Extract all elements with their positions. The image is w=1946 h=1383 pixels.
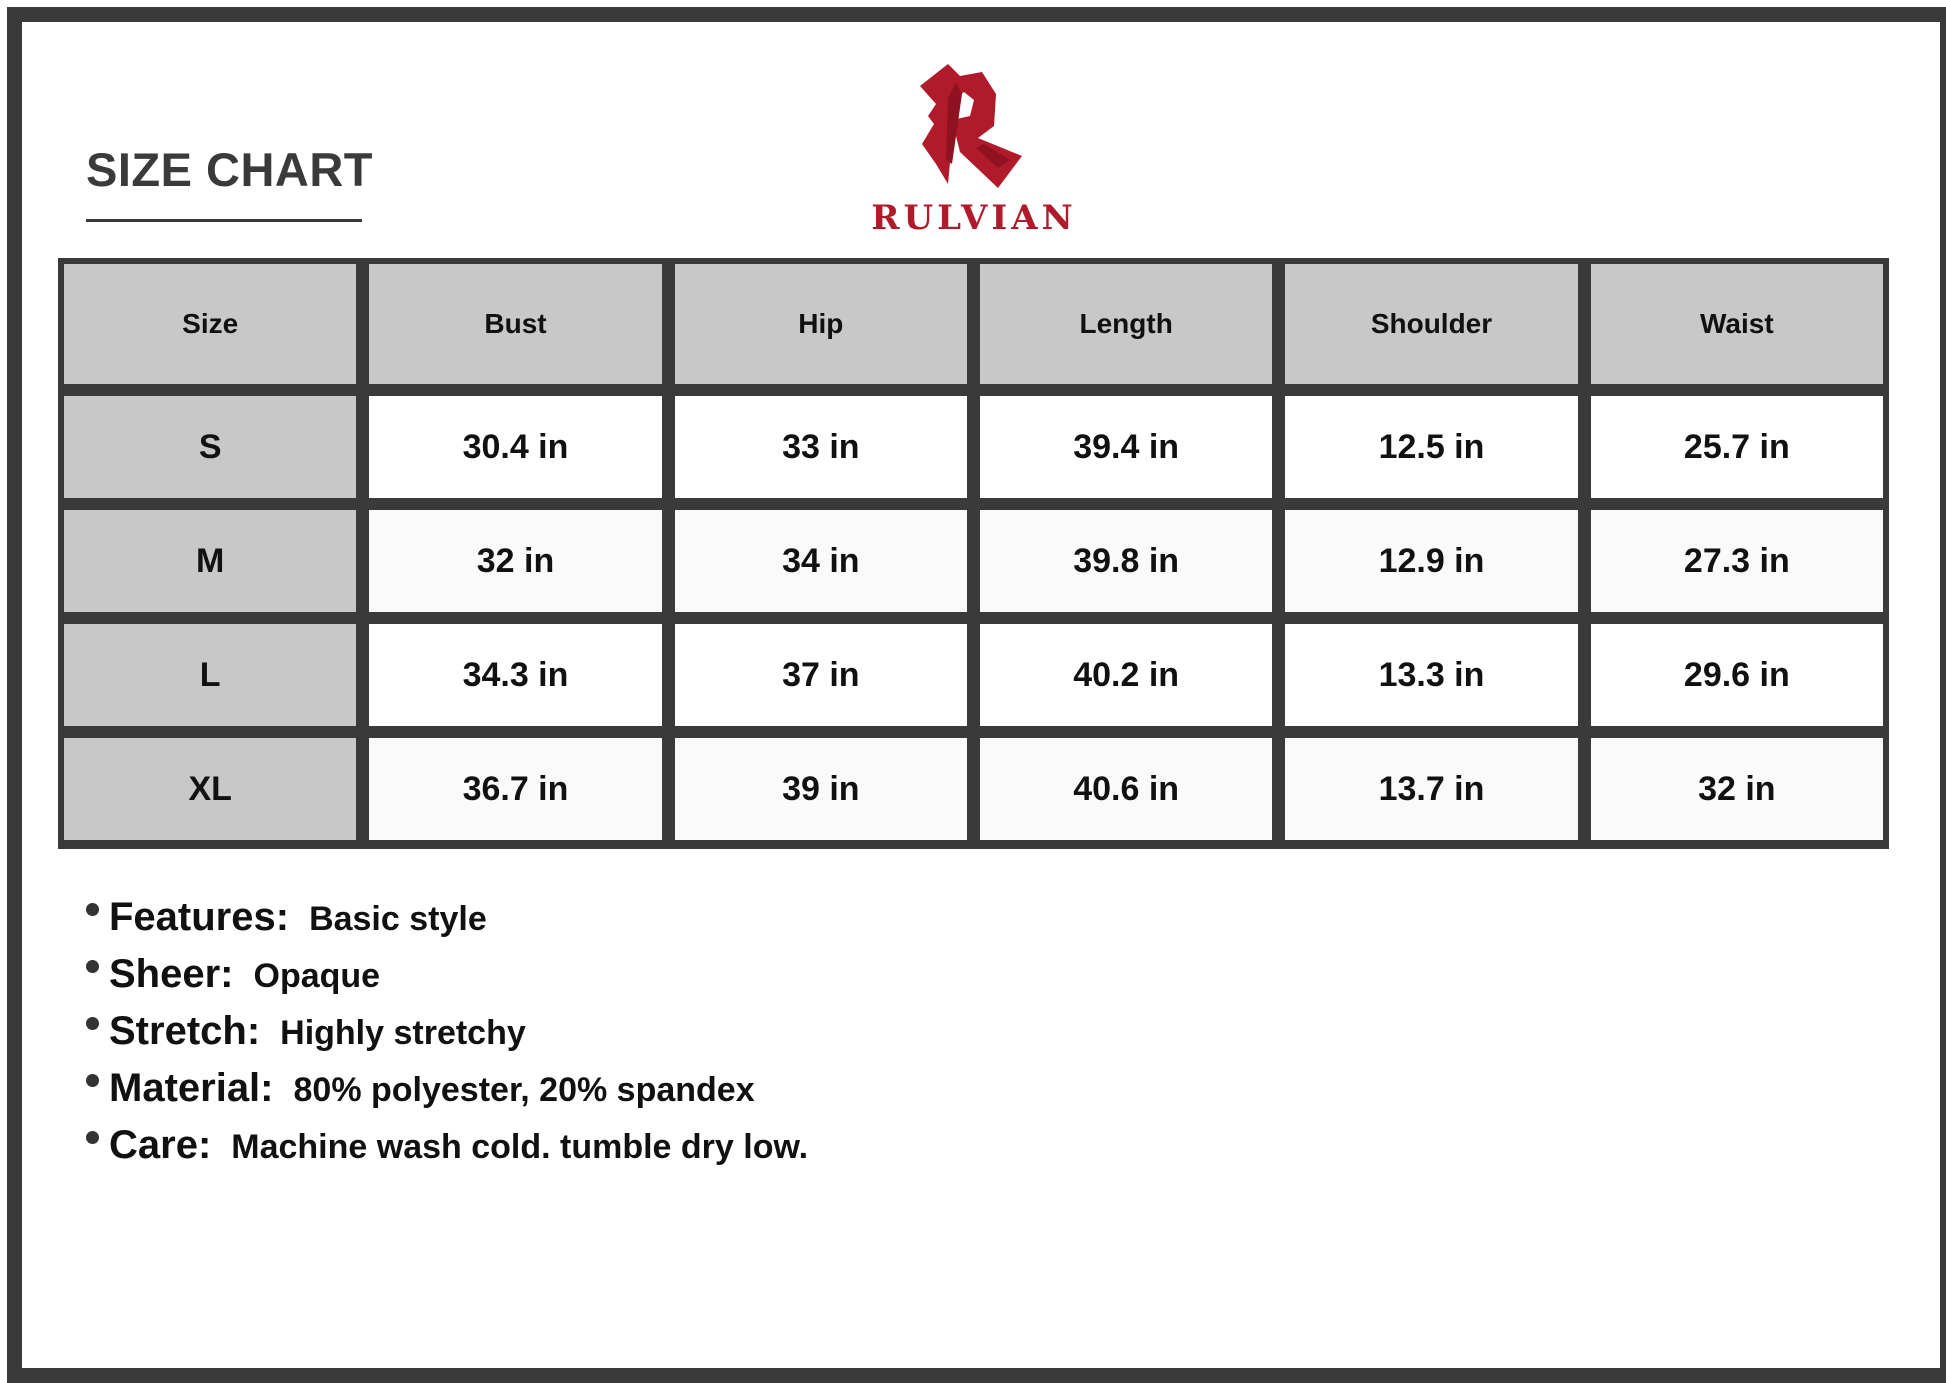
bullet-icon: [86, 1131, 99, 1144]
header-cell-waist: Waist: [1590, 264, 1883, 384]
feature-item: Care: Machine wash cold. tumble dry low.: [86, 1123, 808, 1180]
feature-label: Care:: [109, 1123, 212, 1167]
measurement-cell: 34.3 in: [369, 624, 662, 726]
measurement-cell: 27.3 in: [1590, 510, 1883, 612]
title-underline: [86, 219, 362, 222]
header-cell-hip: Hip: [674, 264, 967, 384]
feature-value: 80% polyester, 20% spandex: [293, 1071, 755, 1109]
feature-value: Machine wash cold. tumble dry low.: [231, 1128, 809, 1166]
header-cell-length: Length: [980, 264, 1273, 384]
brand-r-logo-icon: [920, 64, 1022, 188]
header-cell-size: Size: [64, 264, 357, 384]
feature-value: Opaque: [253, 957, 381, 995]
page-title: SIZE CHART: [86, 143, 373, 196]
feature-value: Highly stretchy: [280, 1014, 526, 1052]
feature-value: Basic style: [309, 900, 487, 938]
measurement-cell: 29.6 in: [1590, 624, 1883, 726]
bullet-icon: [86, 903, 99, 916]
features-list: Features: Basic style Sheer: Opaque Stretch:…: [86, 895, 808, 1180]
measurement-cell: 32 in: [1590, 738, 1883, 840]
measurement-cell: 12.9 in: [1285, 510, 1578, 612]
feature-item: Material: 80% polyester, 20% spandex: [86, 1066, 808, 1123]
bullet-icon: [86, 960, 99, 973]
measurement-cell: 37 in: [674, 624, 967, 726]
measurement-cell: 30.4 in: [369, 396, 662, 498]
measurement-cell: 33 in: [674, 396, 967, 498]
feature-label: Stretch:: [109, 1009, 261, 1053]
feature-label: Material:: [109, 1066, 274, 1110]
feature-item: Sheer: Opaque: [86, 952, 808, 1009]
bullet-icon: [86, 1074, 99, 1087]
feature-label: Features:: [109, 895, 290, 939]
header-cell-bust: Bust: [369, 264, 662, 384]
size-label-cell: S: [64, 396, 357, 498]
measurement-cell: 39.8 in: [980, 510, 1273, 612]
feature-item: Features: Basic style: [86, 895, 808, 952]
size-table: Size Bust Hip Length Shoulder Waist S 30.4 in 33…: [58, 258, 1889, 849]
feature-label: Sheer:: [109, 952, 234, 996]
measurement-cell: 12.5 in: [1285, 396, 1578, 498]
measurement-cell: 36.7 in: [369, 738, 662, 840]
header-cell-shoulder: Shoulder: [1285, 264, 1578, 384]
bullet-icon: [86, 1017, 99, 1030]
measurement-cell: 40.6 in: [980, 738, 1273, 840]
size-label-cell: M: [64, 510, 357, 612]
brand-logo: RULVIAN: [850, 60, 1098, 240]
size-label-cell: L: [64, 624, 357, 726]
measurement-cell: 25.7 in: [1590, 396, 1883, 498]
measurement-cell: 39 in: [674, 738, 967, 840]
measurement-cell: 40.2 in: [980, 624, 1273, 726]
measurement-cell: 13.3 in: [1285, 624, 1578, 726]
size-label-cell: XL: [64, 738, 357, 840]
measurement-cell: 32 in: [369, 510, 662, 612]
measurement-cell: 13.7 in: [1285, 738, 1578, 840]
brand-name: RULVIAN: [871, 198, 1077, 238]
measurement-cell: 39.4 in: [980, 396, 1273, 498]
measurement-cell: 34 in: [674, 510, 967, 612]
feature-item: Stretch: Highly stretchy: [86, 1009, 808, 1066]
